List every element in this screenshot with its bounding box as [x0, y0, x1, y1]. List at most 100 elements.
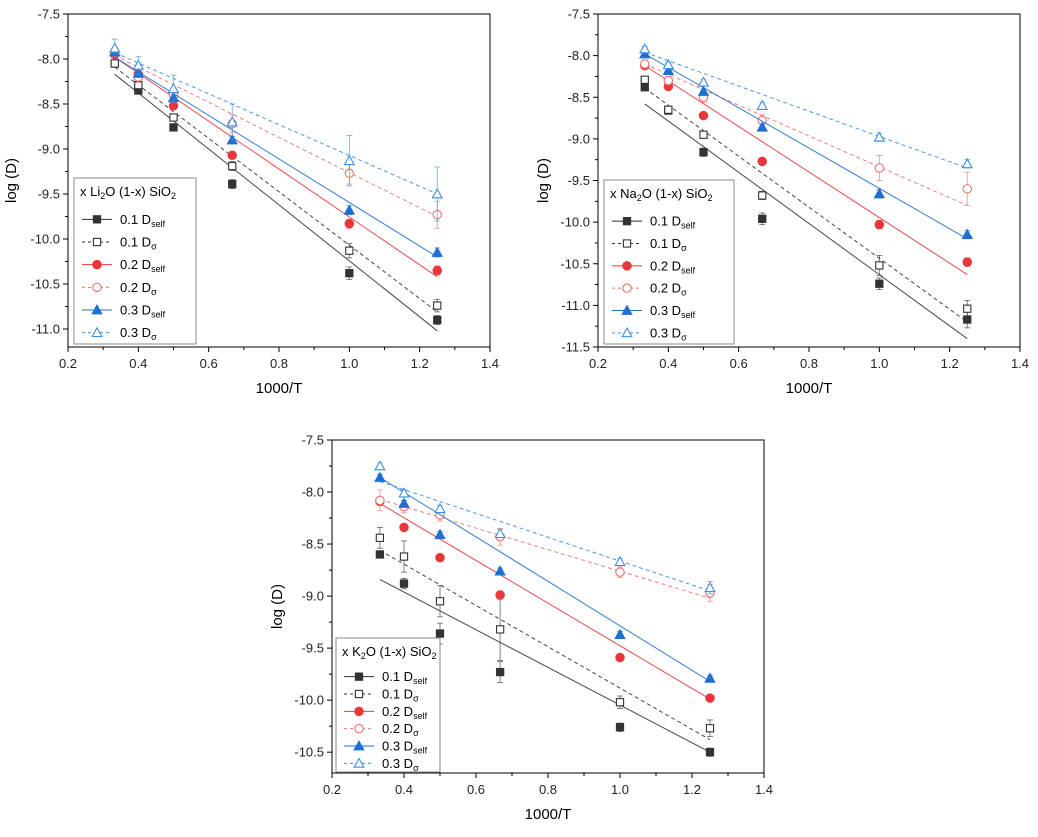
legend-label: 0.3 Dself — [650, 303, 696, 320]
data-point — [494, 565, 506, 576]
fit-line — [379, 481, 711, 592]
legend: x Li2O (1-x) SiO2 0.1 Dself 0.1 Dσ 0.2 Dsel… — [73, 177, 197, 345]
series-0 — [375, 550, 715, 757]
legend-label: 0.2 Dself — [120, 257, 166, 274]
legend-item: 0.3 Dσ — [82, 325, 157, 342]
legend-title: x K2O (1-x) SiO2 — [342, 644, 437, 661]
data-point — [699, 130, 708, 139]
data-point — [697, 85, 710, 96]
legend-item: 0.2 Dself — [82, 257, 166, 274]
legend-label: 0.3 Dself — [120, 303, 166, 320]
legend-label: 0.2 Dself — [650, 258, 696, 275]
data-point — [704, 672, 716, 683]
data-point — [343, 154, 356, 166]
legend-title: x Li2O (1-x) SiO2 — [80, 184, 176, 201]
data-point — [433, 315, 442, 325]
data-point — [169, 113, 178, 122]
data-point — [431, 246, 443, 257]
data-point — [399, 579, 409, 588]
series-4 — [374, 471, 716, 683]
data-point — [873, 187, 886, 199]
legend-item: 0.1 Dσ — [82, 235, 157, 252]
data-point — [615, 567, 625, 577]
x-axis-title: 1000/T — [786, 380, 833, 397]
x-tick-label: 0.2 — [323, 782, 341, 797]
fit-line — [379, 503, 711, 700]
data-point — [962, 184, 972, 194]
x-tick-label: 1.4 — [481, 356, 499, 371]
series-1 — [640, 75, 972, 323]
data-point — [399, 522, 409, 533]
data-point — [399, 552, 409, 561]
data-point — [757, 156, 767, 167]
data-point — [758, 214, 767, 223]
data-point — [756, 121, 768, 132]
data-point — [705, 724, 715, 733]
data-point — [698, 110, 709, 121]
fit-line — [644, 65, 968, 275]
legend-marker — [622, 261, 632, 271]
x-tick-label: 1.4 — [755, 782, 773, 797]
y-tick-label: -7.5 — [568, 7, 590, 22]
legend-label: 0.1 Dσ — [382, 687, 419, 704]
legend-item: 0.3 Dσ — [612, 325, 687, 342]
x-tick-label: 0.4 — [659, 356, 677, 371]
legend-item: 0.1 Dσ — [344, 687, 419, 704]
y-axis-title: log (D) — [535, 158, 552, 203]
y-tick-label: -9.0 — [38, 142, 60, 157]
legend-marker — [91, 326, 103, 338]
data-point — [615, 698, 625, 707]
data-point — [374, 471, 386, 482]
fit-line — [114, 52, 438, 195]
data-point — [435, 552, 445, 563]
data-point — [663, 75, 674, 86]
data-point — [495, 590, 505, 600]
x-tick-label: 1.0 — [870, 356, 888, 371]
data-point — [109, 42, 121, 53]
legend-label: 0.3 Dself — [382, 739, 428, 756]
fit-line — [114, 73, 438, 332]
data-point — [875, 261, 884, 270]
x-axis-title: 1000/T — [256, 380, 303, 397]
y-tick-label: -10.0 — [30, 232, 60, 247]
x-tick-label: 1.2 — [941, 356, 959, 371]
y-tick-label: -9.5 — [568, 173, 590, 188]
data-point — [494, 527, 506, 539]
data-point — [662, 64, 675, 75]
legend-item: 0.3 Dσ — [344, 756, 419, 773]
fit-line — [379, 579, 711, 753]
legend-label: 0.2 Dσ — [382, 721, 419, 738]
x-tick-label: 0.8 — [270, 356, 288, 371]
legend-label: 0.2 Dσ — [120, 280, 157, 297]
legend-marker — [354, 706, 364, 717]
legend-item: 0.2 Dself — [344, 704, 428, 721]
legend-item: 0.3 Dself — [344, 739, 428, 756]
legend-label: 0.1 Dself — [650, 214, 696, 231]
series-1 — [110, 59, 442, 313]
legend-label: 0.2 Dself — [382, 704, 428, 721]
legend: x Na2O (1-x) SiO2 0.1 Dself 0.1 Dσ 0.2 Dsel… — [603, 179, 735, 345]
x-tick-label: 0.8 — [539, 782, 557, 797]
data-point — [169, 123, 178, 132]
data-point — [874, 163, 885, 173]
legend-marker — [91, 304, 103, 315]
fit-line — [644, 87, 968, 323]
y-tick-label: -10.5 — [294, 745, 324, 760]
data-point — [345, 269, 354, 278]
data-point — [615, 723, 625, 732]
legend-label: 0.3 Dσ — [382, 756, 419, 773]
data-point — [375, 533, 385, 542]
y-tick-label: -10.5 — [30, 277, 60, 292]
y-tick-label: -11.0 — [31, 322, 60, 337]
data-point — [873, 131, 886, 142]
x-axis-title: 1000/T — [525, 806, 572, 823]
data-point — [167, 82, 180, 94]
legend-item: 0.2 Dσ — [344, 721, 419, 738]
data-point — [640, 59, 650, 69]
x-tick-label: 0.6 — [200, 356, 218, 371]
legend-item: 0.1 Dσ — [612, 236, 687, 253]
y-tick-label: -11.0 — [561, 298, 590, 313]
fit-line — [379, 477, 711, 682]
y-tick-label: -9.0 — [568, 131, 590, 146]
